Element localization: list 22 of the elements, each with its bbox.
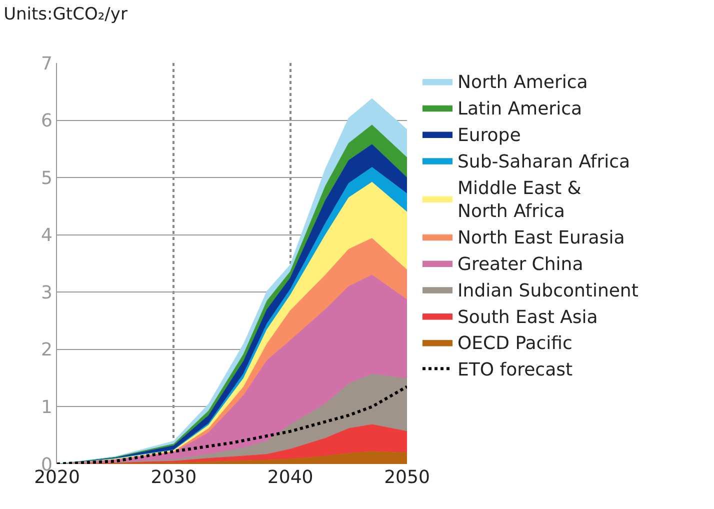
- legend-label: ETO forecast: [458, 360, 573, 381]
- legend-label: North America: [458, 72, 588, 94]
- y-tick-label: 5: [40, 168, 52, 189]
- y-tick-label: 6: [40, 110, 52, 132]
- chart-title: Units:GtCO₂/yr: [4, 4, 128, 25]
- legend-label: Europe: [458, 125, 521, 146]
- legend-label: North East Eurasia: [458, 228, 625, 249]
- x-tick-label: 2040: [267, 467, 314, 488]
- legend-label: Indian Subcontinent: [458, 280, 638, 302]
- legend-label: Middle East & North Africa: [458, 178, 582, 222]
- legend-label: Greater China: [458, 254, 584, 276]
- y-tick-label: 7: [40, 53, 52, 74]
- x-tick-label: 2050: [384, 467, 430, 488]
- y-tick-label: 4: [40, 225, 52, 246]
- legend-label: Latin America: [458, 98, 582, 120]
- x-tick-label: 2030: [150, 467, 197, 488]
- y-tick-label: 1: [40, 397, 52, 418]
- legend-label: South East Asia: [458, 306, 598, 328]
- y-tick-label: 3: [40, 282, 52, 304]
- legend-label: Sub-Saharan Africa: [458, 151, 630, 172]
- legend-label: OECD Pacific: [458, 333, 572, 354]
- y-tick-label: 2: [40, 340, 52, 361]
